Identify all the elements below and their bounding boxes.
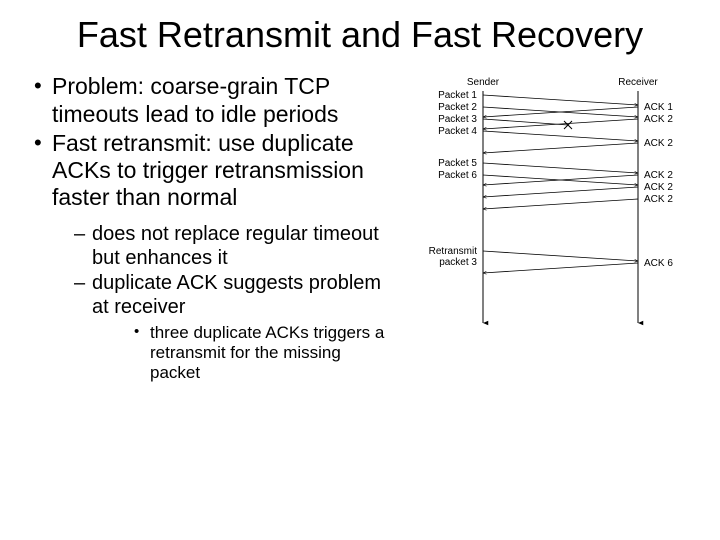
- subsub-bullet-list: three duplicate ACKs triggers a retransm…: [92, 323, 390, 383]
- svg-text:ACK 2: ACK 2: [644, 194, 673, 205]
- svg-text:Packet 2: Packet 2: [438, 102, 477, 113]
- svg-text:Retransmit: Retransmit: [429, 246, 478, 257]
- svg-text:Packet 3: Packet 3: [438, 114, 477, 125]
- svg-text:Packet 1: Packet 1: [438, 90, 477, 101]
- content-row: Problem: coarse-grain TCP timeouts lead …: [30, 73, 690, 385]
- bullet-2-text: Fast retransmit: use duplicate ACKs to t…: [52, 130, 364, 210]
- svg-text:Packet 6: Packet 6: [438, 170, 477, 181]
- svg-text:ACK 2: ACK 2: [644, 138, 673, 149]
- sequence-diagram: SenderReceiverPacket 1Packet 2Packet 3Pa…: [398, 73, 698, 333]
- svg-text:ACK 2: ACK 2: [644, 182, 673, 193]
- sub-bullet-2-text: duplicate ACK suggests problem at receiv…: [92, 272, 381, 318]
- diagram-column: SenderReceiverPacket 1Packet 2Packet 3Pa…: [398, 73, 698, 385]
- svg-text:ACK 2: ACK 2: [644, 170, 673, 181]
- svg-text:Packet 4: Packet 4: [438, 126, 477, 137]
- bullet-2: Fast retransmit: use duplicate ACKs to t…: [30, 130, 390, 384]
- svg-text:packet 3: packet 3: [439, 257, 477, 268]
- svg-text:Packet 5: Packet 5: [438, 158, 477, 169]
- svg-text:ACK 1: ACK 1: [644, 102, 673, 113]
- svg-text:ACK 2: ACK 2: [644, 114, 673, 125]
- sub-bullet-1: does not replace regular timeout but enh…: [52, 223, 390, 270]
- svg-text:ACK 6: ACK 6: [644, 258, 673, 269]
- sub-bullet-list: does not replace regular timeout but enh…: [52, 223, 390, 384]
- sub-bullet-2: duplicate ACK suggests problem at receiv…: [52, 272, 390, 383]
- svg-text:Sender: Sender: [467, 77, 500, 88]
- bullet-list: Problem: coarse-grain TCP timeouts lead …: [30, 73, 390, 383]
- text-column: Problem: coarse-grain TCP timeouts lead …: [30, 73, 390, 385]
- svg-text:Receiver: Receiver: [618, 77, 658, 88]
- bullet-1: Problem: coarse-grain TCP timeouts lead …: [30, 73, 390, 127]
- subsub-bullet-1: three duplicate ACKs triggers a retransm…: [92, 323, 390, 383]
- slide-title: Fast Retransmit and Fast Recovery: [30, 14, 690, 55]
